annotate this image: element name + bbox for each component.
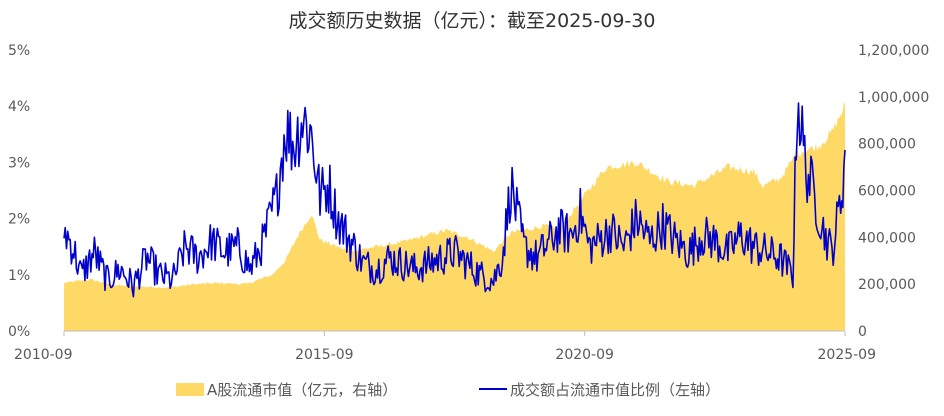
- left-tick-label: 5%: [8, 43, 30, 59]
- x-tick-label: 2010-09: [14, 347, 73, 363]
- left-tick-label: 2%: [8, 212, 30, 228]
- right-tick-label: 400,000: [858, 230, 916, 246]
- x-tick-label: 2025-09: [818, 347, 877, 363]
- left-tick-label: 1%: [8, 268, 30, 284]
- right-tick-label: 800,000: [858, 137, 916, 153]
- chart-title: 成交额历史数据（亿元）：截至2025-09-30: [289, 10, 656, 32]
- x-tick-label: 2015-09: [295, 347, 354, 363]
- legend-swatch-area: [176, 383, 204, 396]
- legend-label-line: 成交额占流通市值比例（左轴）: [510, 381, 720, 399]
- right-tick-label: 1,000,000: [858, 90, 929, 106]
- right-tick-label: 600,000: [858, 184, 916, 200]
- area-series: [64, 101, 845, 331]
- line-series: [63, 102, 846, 298]
- axes: 0% 1% 2% 3% 4% 5% 0 200,000 400,000 600,000 800,00…: [8, 43, 929, 363]
- right-tick-label: 0: [858, 324, 867, 340]
- line-series-path: [63, 102, 846, 298]
- x-tick-label: 2020-09: [555, 347, 614, 363]
- left-tick-label: 0%: [8, 324, 30, 340]
- right-tick-label: 200,000: [858, 277, 916, 293]
- right-tick-label: 1,200,000: [858, 43, 929, 59]
- legend: A股流通市值（亿元，右轴） 成交额占流通市值比例（左轴）: [176, 381, 720, 399]
- area-series-fill: [64, 101, 845, 331]
- left-tick-label: 4%: [8, 99, 30, 115]
- legend-label-area: A股流通市值（亿元，右轴）: [207, 381, 397, 399]
- left-tick-label: 3%: [8, 155, 30, 171]
